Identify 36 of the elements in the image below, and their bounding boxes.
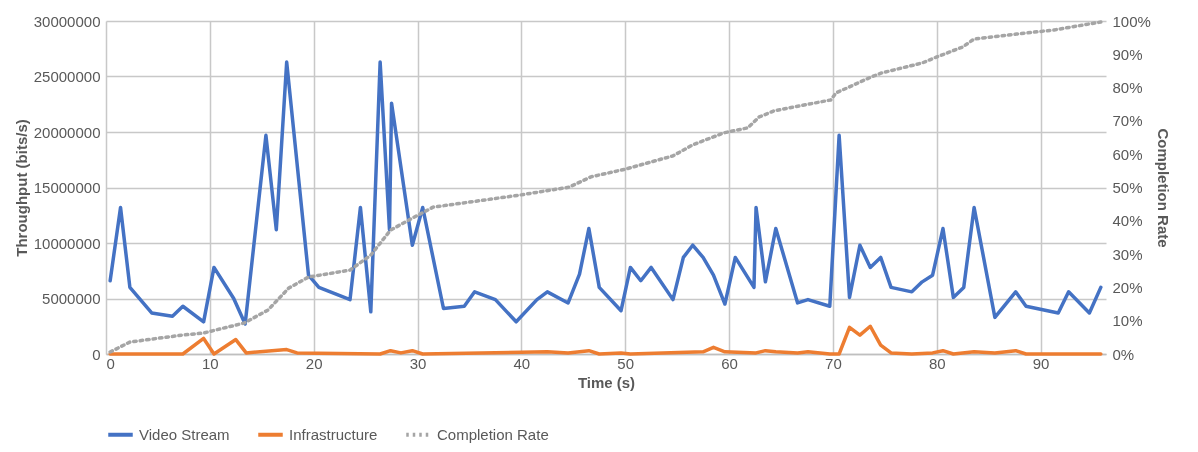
- legend-label: Video Stream: [139, 425, 230, 443]
- y2-tick-label: 20%: [1112, 278, 1143, 296]
- x-tick-label: 70: [825, 354, 842, 372]
- x-tick-label: 60: [721, 354, 738, 372]
- line-series: [108, 20, 1103, 354]
- y2-tick-label: 30%: [1112, 245, 1143, 263]
- y2-tick-label: 100%: [1112, 12, 1151, 30]
- legend-label: Completion Rate: [437, 425, 549, 443]
- y2-axis-title: Completion Rate: [1154, 128, 1172, 248]
- y-tick-label: 25000000: [33, 68, 101, 85]
- x-tick-label: 0: [106, 354, 115, 372]
- y-tick-label: 30000000: [33, 12, 101, 30]
- y2-tick-label: 60%: [1112, 145, 1143, 163]
- line-series: [108, 60, 1103, 326]
- x-tick-label: 30: [409, 354, 427, 372]
- y2-tick-label: 40%: [1112, 212, 1143, 230]
- legend-label: Infrastructure: [289, 425, 378, 443]
- y-tick-label: 10000000: [33, 234, 101, 252]
- x-tick-label: 90: [1032, 354, 1050, 372]
- y2-tick-label: 0%: [1112, 345, 1135, 363]
- line-series: [108, 324, 1103, 356]
- x-axis-title: Time (s): [577, 373, 636, 391]
- x-tick-label: 10: [202, 354, 219, 372]
- y2-tick-label: 80%: [1112, 79, 1143, 97]
- y-tick-label: 15000000: [33, 179, 101, 196]
- x-tick-label: 40: [513, 354, 531, 372]
- y2-tick-label: 10%: [1112, 312, 1143, 330]
- x-tick-label: 80: [928, 354, 946, 372]
- x-tick-label: 20: [305, 354, 323, 372]
- y-tick-label: 20000000: [33, 123, 101, 141]
- y2-tick-label: 70%: [1112, 112, 1143, 130]
- x-tick-label: 50: [617, 354, 635, 372]
- y-tick-label: 5000000: [42, 290, 101, 307]
- y-axis-title: Throughput (bits/s): [12, 119, 30, 257]
- y2-tick-label: 50%: [1112, 179, 1143, 196]
- y2-tick-label: 90%: [1112, 45, 1143, 63]
